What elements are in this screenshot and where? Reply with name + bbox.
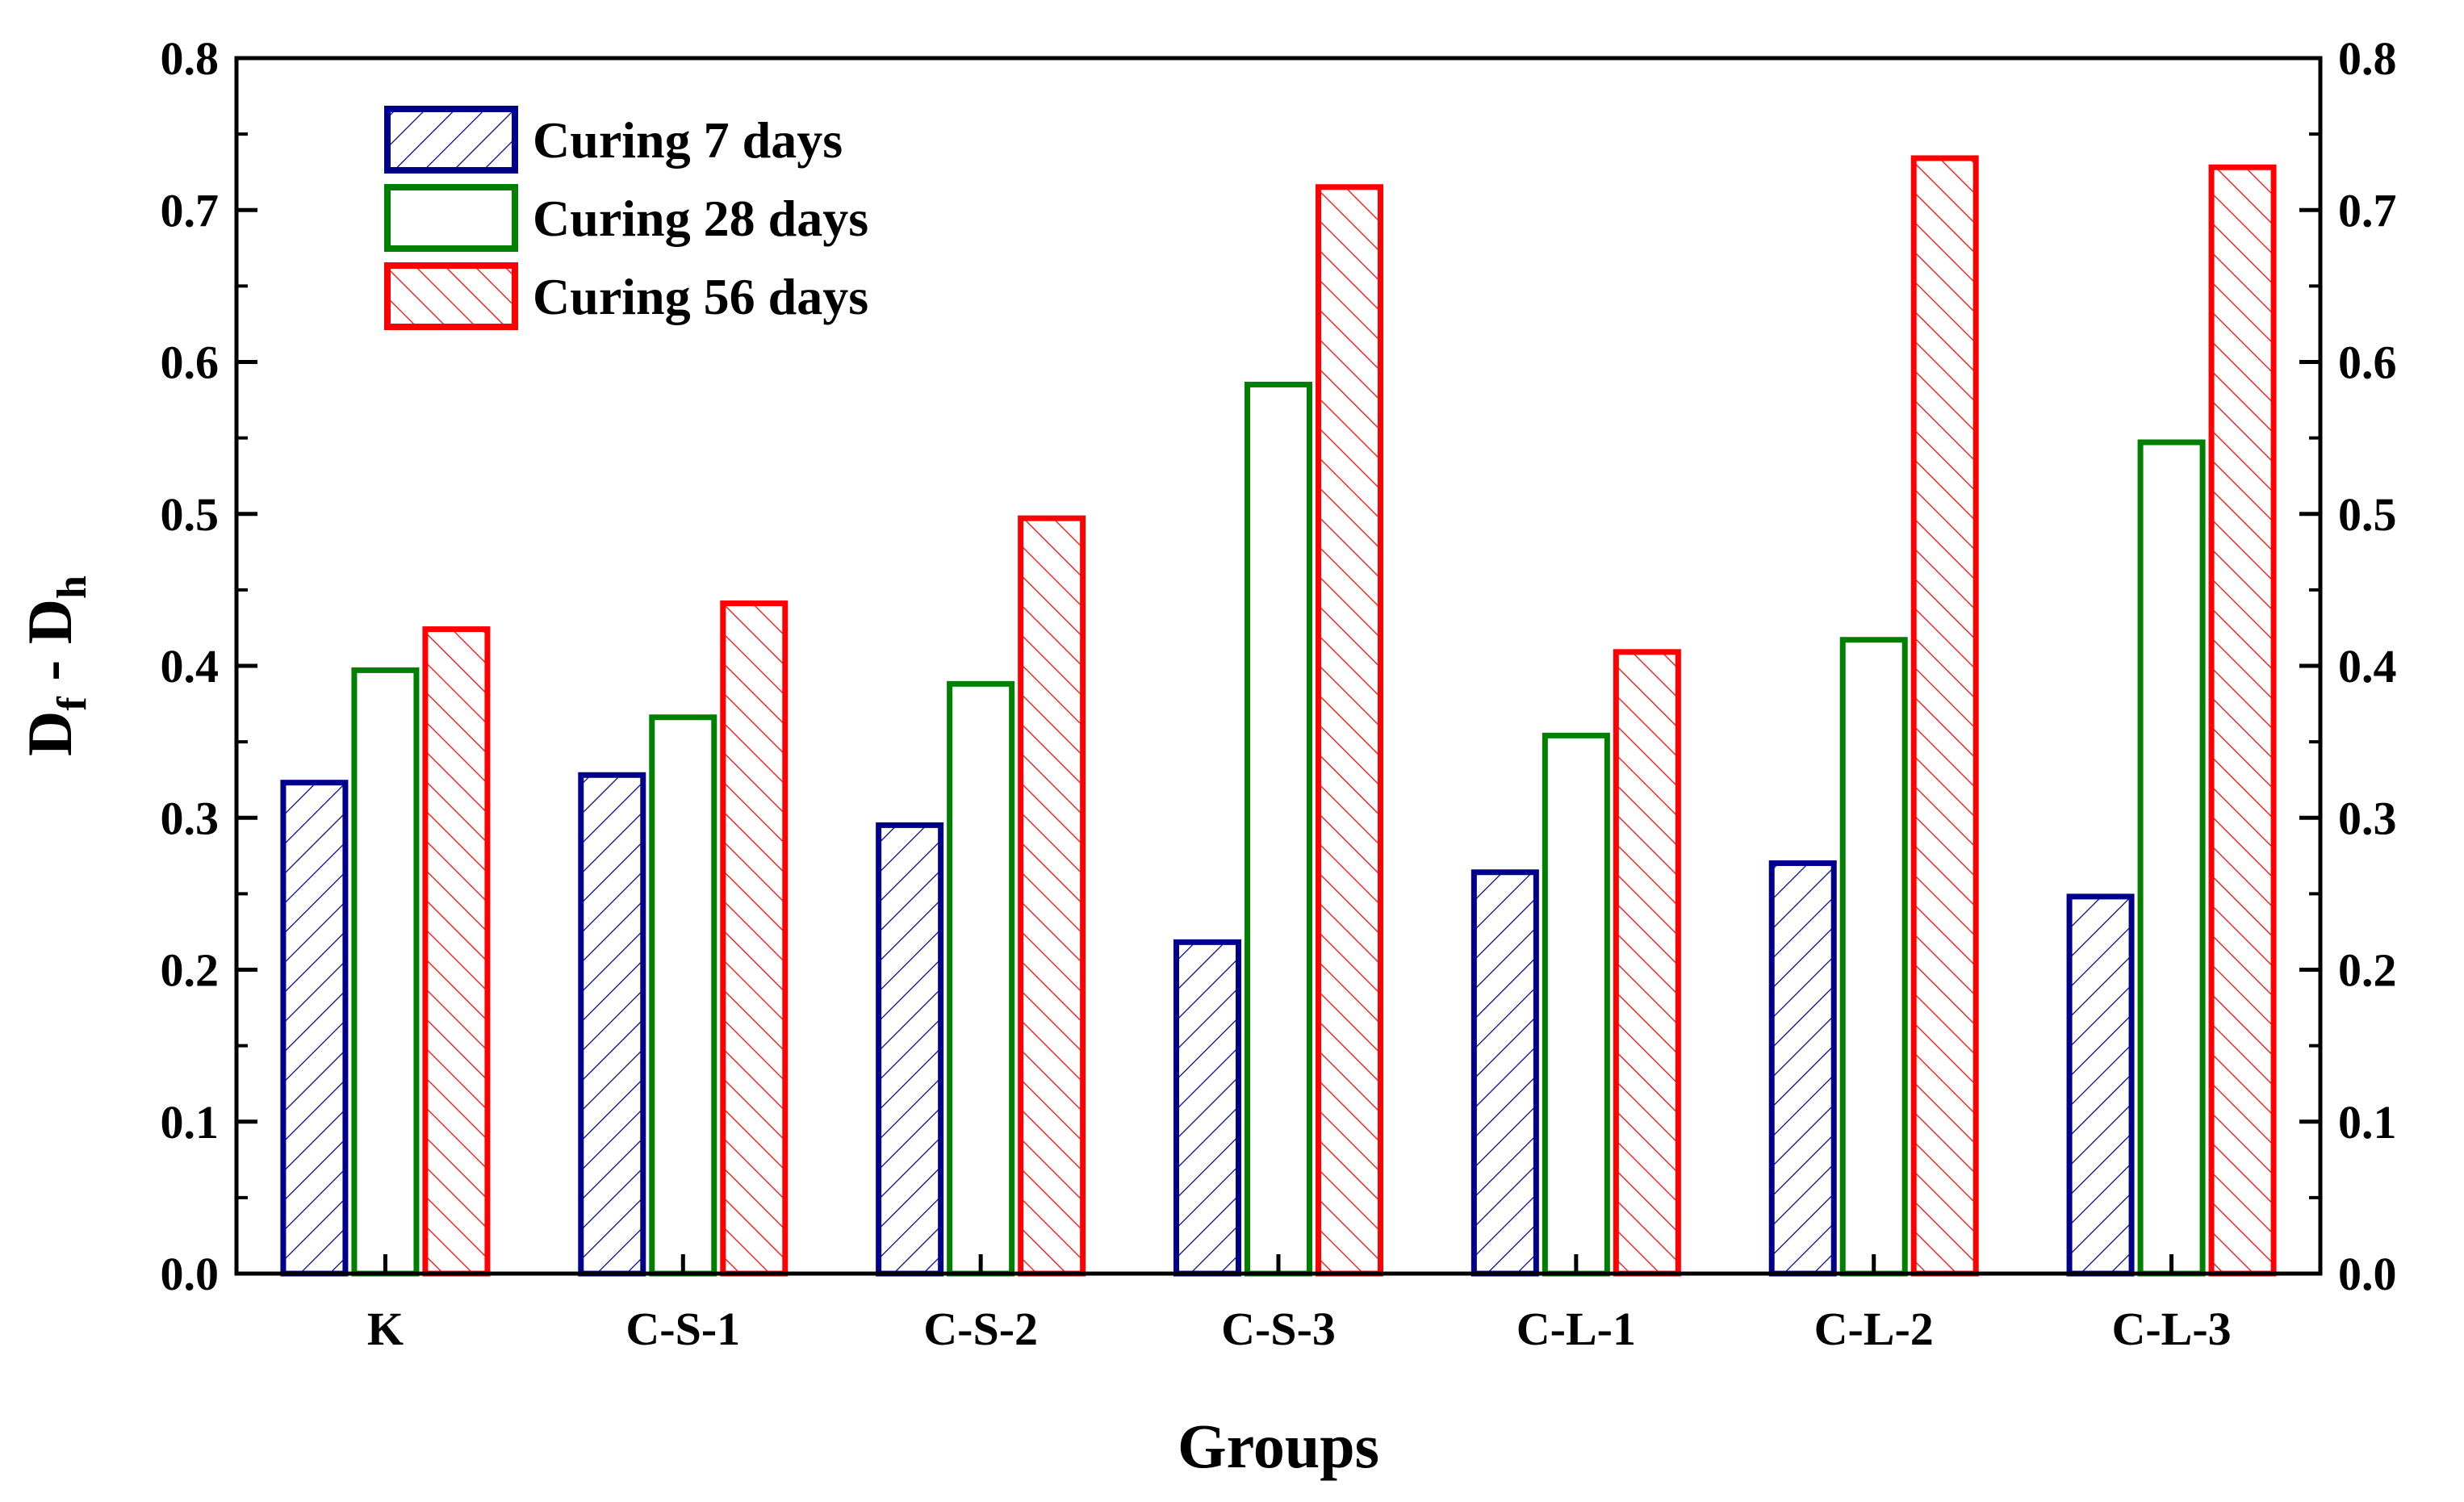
y-axis-title-part: D — [15, 711, 85, 756]
bar-curing-28-days-k — [351, 667, 420, 1277]
bar-curing-7-days-c-s-2 — [876, 822, 944, 1277]
x-tick-label-c-s-3: C-S-3 — [1221, 1303, 1336, 1355]
y-tick-label-right: 0.8 — [2338, 32, 2397, 85]
bar-curing-7-days-c-s-1 — [578, 772, 646, 1277]
y-axis-title-subscript: f — [49, 697, 95, 711]
legend-label-curing-7-days: Curing 7 days — [533, 111, 843, 169]
x-tick-label-c-s-2: C-S-2 — [923, 1303, 1038, 1355]
bar-curing-28-days-c-l-2 — [1839, 637, 1908, 1277]
bar-curing-28-days-c-s-3 — [1245, 381, 1312, 1277]
bar-curing-56-days-c-s-2 — [1018, 515, 1086, 1277]
y-tick-label-left: 0.7 — [161, 184, 220, 236]
y-tick-label-right: 0.6 — [2338, 337, 2397, 389]
y-axis-title: Df - Dh — [15, 575, 95, 756]
bar-curing-56-days-c-s-1 — [720, 600, 789, 1277]
x-tick-label-c-s-1: C-S-1 — [625, 1303, 740, 1355]
x-axis-title: Groups — [1178, 1411, 1379, 1481]
y-tick-label-left: 0.5 — [161, 488, 220, 541]
axis-labels: 0.0 0.0 0.1 0.1 0.2 0.2 0.3 0.3 0.4 0.4 0.5 0.5 0.6 0… — [15, 32, 2397, 1481]
bar-curing-56-days-k — [422, 626, 491, 1277]
y-axis-title-part: - D — [15, 599, 85, 697]
y-tick-label-left: 0.4 — [161, 640, 220, 692]
bar-curing-7-days-c-l-2 — [1768, 860, 1837, 1277]
legend-swatch-curing-56-days — [384, 262, 518, 330]
y-tick-label-right: 0.4 — [2338, 640, 2397, 692]
bar-curing-28-days-c-l-1 — [1542, 732, 1610, 1277]
y-tick-label-left: 0.3 — [161, 792, 220, 844]
bar-curing-7-days-c-l-3 — [2066, 893, 2135, 1277]
legend: Curing 7 days Curing 28 days Curing 56 day… — [384, 106, 868, 330]
legend-swatch-curing-7-days — [384, 106, 518, 174]
legend-swatch-curing-28-days — [384, 184, 518, 252]
y-tick-label-right: 0.0 — [2338, 1248, 2397, 1300]
bar-curing-56-days-c-s-3 — [1316, 184, 1383, 1277]
y-tick-label-right: 0.1 — [2338, 1096, 2397, 1148]
y-tick-label-left: 0.2 — [161, 944, 220, 997]
bar-curing-7-days-c-s-3 — [1173, 939, 1241, 1277]
y-tick-label-left: 0.0 — [161, 1248, 220, 1300]
bar-curing-28-days-c-l-3 — [2137, 439, 2206, 1277]
bar-curing-7-days-c-l-1 — [1470, 869, 1539, 1277]
y-tick-label-left: 0.6 — [161, 337, 220, 389]
x-tick-label-k: K — [367, 1303, 404, 1355]
bar-curing-7-days-k — [280, 780, 349, 1277]
bar-curing-28-days-c-s-2 — [947, 680, 1015, 1277]
legend-label-curing-28-days: Curing 28 days — [533, 190, 868, 247]
plot-area — [234, 56, 2323, 1277]
bar-curing-56-days-c-l-1 — [1613, 649, 1681, 1277]
x-tick-label-c-l-3: C-L-3 — [2111, 1303, 2231, 1355]
bar-curing-28-days-c-s-1 — [649, 714, 717, 1277]
bar-curing-56-days-c-l-2 — [1910, 155, 1979, 1277]
y-tick-label-right: 0.3 — [2338, 792, 2397, 844]
y-tick-label-left: 0.1 — [161, 1096, 220, 1148]
x-tick-label-c-l-2: C-L-2 — [1814, 1303, 1934, 1355]
bar-curing-56-days-c-l-3 — [2208, 164, 2277, 1277]
y-axis-title-subscript: h — [49, 575, 95, 599]
legend-label-curing-56-days: Curing 56 days — [533, 268, 868, 325]
y-tick-label-right: 0.5 — [2338, 488, 2397, 541]
y-tick-label-left: 0.8 — [161, 32, 220, 85]
x-tick-label-c-l-1: C-L-1 — [1516, 1303, 1636, 1355]
y-tick-label-right: 0.7 — [2338, 184, 2397, 236]
y-tick-label-right: 0.2 — [2338, 944, 2397, 997]
